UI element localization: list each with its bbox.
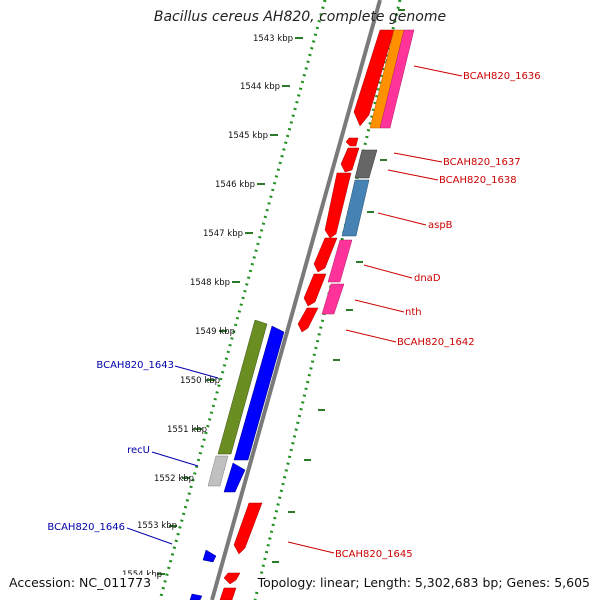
- gene-BCAH820_1637: [340, 147, 360, 173]
- gene-red-aspB: [324, 172, 352, 239]
- tick-label: 1553 kbp: [137, 521, 177, 531]
- accession-text: Accession: NC_011773: [9, 575, 156, 590]
- gene-label[interactable]: dnaD: [414, 273, 441, 284]
- gene-recU-grey: [207, 455, 229, 487]
- gene-recU: [223, 462, 246, 493]
- gene-BCAH820_1642: [297, 307, 319, 333]
- gene-BCAH820_1636: [353, 29, 395, 127]
- gene-label[interactable]: BCAH820_1636: [463, 71, 541, 82]
- gene-label[interactable]: BCAH820_1642: [397, 337, 475, 348]
- gene-label[interactable]: recU: [127, 445, 150, 456]
- gene-pink-nth: [321, 283, 345, 315]
- ruler-tick-labels: 1543 kbp 1544 kbp 1545 kbp 1546 kbp 1547…: [122, 34, 293, 580]
- gene-label[interactable]: BCAH820_1645: [335, 549, 413, 560]
- tick-label: 1549 kbp: [195, 327, 235, 337]
- genome-backbone: [210, 0, 382, 600]
- gene-label[interactable]: BCAH820_1637: [443, 157, 521, 168]
- gene-dnaD: [313, 237, 338, 273]
- gene-nth: [303, 273, 327, 307]
- forward-strand-genes: [189, 319, 285, 600]
- map-title: Bacillus cereus AH820, complete genome: [153, 9, 447, 25]
- gene-BCAH820_1643-green: [217, 319, 268, 455]
- gene-pink: [379, 29, 415, 129]
- gene-BCAH820_1637-small: [345, 137, 359, 147]
- gene-label[interactable]: BCAH820_1638: [439, 175, 517, 186]
- tick-label: 1552 kbp: [154, 474, 194, 484]
- gene-red-bottom2: [219, 587, 237, 600]
- gene-aspB: [341, 179, 370, 237]
- tick-label: 1548 kbp: [190, 278, 230, 288]
- label-leader-lines: [126, 65, 463, 554]
- gene-red-bottom: [223, 572, 241, 585]
- tick-label: 1550 kbp: [180, 376, 220, 386]
- reverse-strand-genes: [219, 29, 415, 600]
- tick-label: 1547 kbp: [203, 229, 243, 239]
- tick-label: 1545 kbp: [228, 131, 268, 141]
- ruler-ticks: [157, 37, 303, 575]
- tick-label: 1544 kbp: [240, 82, 280, 92]
- gene-BCAH820_1643: [233, 325, 285, 461]
- tick-label: 1543 kbp: [253, 34, 293, 44]
- genome-summary-text: Topology: linear; Length: 5,302,683 bp; …: [253, 575, 590, 590]
- gene-blue-bottom: [189, 593, 203, 600]
- gene-label[interactable]: aspB: [428, 220, 453, 231]
- tick-label: 1551 kbp: [167, 425, 207, 435]
- tick-label: 1546 kbp: [215, 180, 255, 190]
- gene-pink-dnaD: [327, 239, 353, 283]
- gene-labels: BCAH820_1636 BCAH820_1637 BCAH820_1638 a…: [47, 71, 540, 560]
- left-dotted-boundary: [158, 0, 327, 600]
- gene-label[interactable]: BCAH820_1643: [96, 360, 174, 371]
- gene-BCAH820_1645: [233, 502, 263, 555]
- gene-label[interactable]: BCAH820_1646: [47, 522, 125, 533]
- gene-BCAH820_1646: [202, 549, 217, 563]
- gene-label[interactable]: nth: [405, 307, 422, 318]
- gene-BCAH820_1638: [354, 149, 378, 179]
